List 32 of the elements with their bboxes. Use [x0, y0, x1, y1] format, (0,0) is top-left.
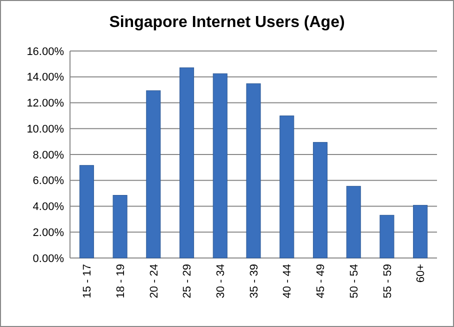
bar — [112, 195, 128, 258]
y-tick-label: 16.00% — [26, 46, 64, 58]
chart-title: Singapore Internet Users (Age) — [109, 14, 345, 31]
x-tick-label: 50 - 54 — [348, 264, 360, 298]
x-tick-label: 15 - 17 — [82, 264, 94, 298]
y-tick-label: 8.00% — [32, 149, 64, 162]
x-tick-label: 40 - 44 — [282, 264, 294, 298]
bar — [146, 90, 161, 258]
bar — [180, 67, 194, 258]
y-tick-label: 10.00% — [26, 123, 64, 136]
x-tick-label: 55 - 59 — [382, 264, 394, 298]
bar — [280, 116, 294, 258]
y-tick-label: 14.00% — [26, 72, 64, 84]
bar — [312, 142, 328, 258]
x-tick-label: 20 - 24 — [148, 264, 160, 298]
bar — [413, 204, 428, 258]
x-tick-label: 18 - 19 — [114, 264, 127, 298]
bar — [79, 165, 94, 258]
bar — [380, 214, 394, 258]
bar — [346, 186, 361, 258]
x-tick-label: 35 - 39 — [248, 264, 260, 298]
x-tick-label: 25 - 29 — [182, 264, 194, 298]
x-tick-label: 30 - 34 — [214, 264, 227, 298]
x-tick-label: 45 - 49 — [315, 264, 328, 298]
y-tick-label: 2.00% — [32, 226, 64, 239]
x-tick-label: 60+ — [415, 264, 428, 283]
y-tick-label: 0.00% — [32, 252, 64, 265]
y-tick-label: 12.00% — [26, 98, 64, 110]
y-tick-label: 4.00% — [32, 201, 64, 214]
y-tick-label: 6.00% — [32, 175, 64, 188]
bar — [212, 73, 228, 258]
bar — [246, 83, 261, 258]
